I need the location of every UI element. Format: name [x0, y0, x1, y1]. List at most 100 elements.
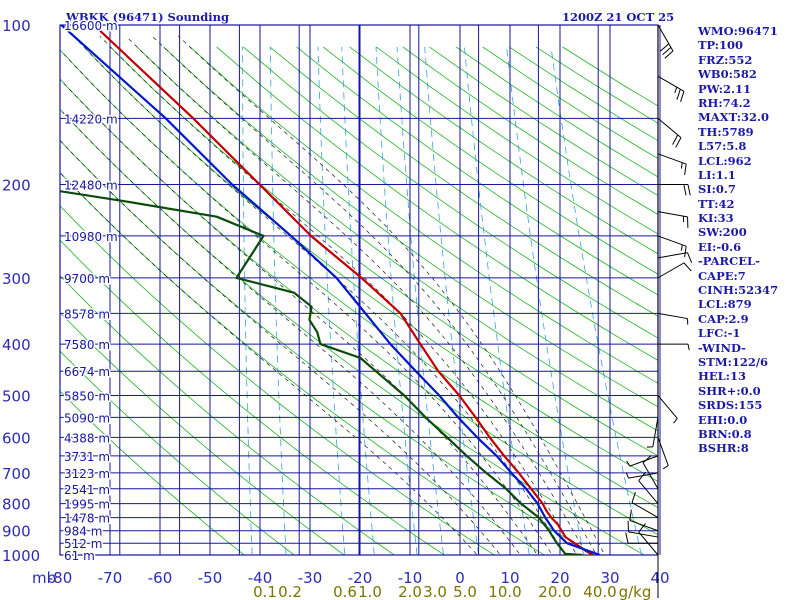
- wind-barb-flag: [626, 460, 631, 467]
- index-entry: LCL:879: [698, 297, 752, 312]
- index-entry: TP:100: [698, 38, 744, 53]
- dry-adiabat: [60, 239, 445, 555]
- wind-barb-flag: [684, 163, 687, 176]
- temperature-tick-label: -40: [248, 569, 273, 587]
- wind-barb-staff: [652, 417, 659, 448]
- wind-barbs: [625, 24, 693, 598]
- station-title: WBKK (96471) Sounding: [66, 10, 230, 24]
- wind-barb-staff: [657, 262, 685, 279]
- wind-barb-flag: [625, 532, 629, 544]
- moist-adiabat: [151, 35, 597, 555]
- mixing-ratio-label: 1.0: [358, 583, 382, 600]
- wind-barb-flag: [662, 46, 672, 56]
- height-label: 984 m: [64, 525, 102, 539]
- wind-barb-flag: [687, 184, 691, 196]
- dry-adiabat: [243, 46, 658, 339]
- temperature-tick-label: -50: [198, 569, 223, 587]
- mixing-ratio-line: [375, 46, 418, 555]
- mixing-ratio-line: [242, 46, 253, 555]
- wind-barb-staff: [657, 437, 669, 466]
- height-label: 10980 m: [64, 230, 118, 244]
- temperature-tick-label: -10: [398, 569, 423, 587]
- mixing-ratio-line: [341, 46, 375, 555]
- height-label: 9700 m: [64, 272, 110, 286]
- temperature-tick-label: -20: [348, 569, 373, 587]
- mixing-ratio-label: 20.0: [538, 583, 571, 600]
- mixing-ratio-label: 10.0: [488, 583, 521, 600]
- index-entry: L57:5.8: [698, 139, 747, 154]
- mixing-ratio-label: 5.0: [453, 583, 477, 600]
- wind-barb-flag: [664, 50, 674, 59]
- temperature-tick-label: 10: [500, 569, 519, 587]
- index-entry: LI:1.1: [698, 167, 736, 182]
- moist-adiabat: [99, 35, 578, 555]
- wind-barb-flag: [638, 471, 646, 481]
- wind-barb-staff: [657, 312, 688, 320]
- height-label: 61 m: [64, 549, 95, 563]
- index-entry: SW:200: [698, 225, 747, 240]
- moist-adiabat: [178, 35, 606, 555]
- dry-adiabat: [60, 108, 646, 555]
- temperature-tick-label: 0: [455, 569, 465, 587]
- mixing-ratio-line: [424, 46, 480, 555]
- mixing-ratio-line: [396, 46, 445, 555]
- index-entry: SHR+:0.0: [698, 383, 761, 398]
- dry-adiabat: [349, 46, 658, 255]
- mixing-ratio-label: 3.0: [423, 583, 447, 600]
- wind-barb-flag: [687, 343, 690, 351]
- index-entry: KI:33: [698, 211, 734, 226]
- dry-adiabat: [296, 46, 658, 296]
- moist-adiabat: [125, 35, 588, 555]
- wind-barb-staff: [657, 211, 688, 218]
- mixing-ratio-label: 0.2: [278, 583, 302, 600]
- wind-barb-flag: [675, 137, 682, 148]
- pressure-tick-label: 700: [2, 465, 31, 483]
- wind-barb-staff: [638, 480, 659, 504]
- index-entry: SRDS:155: [698, 398, 763, 413]
- dry-adiabat: [60, 139, 595, 555]
- wind-barb-flag: [625, 472, 629, 479]
- temperature-tick-label: -70: [98, 569, 123, 587]
- mixing-ratio-label: 0.1: [253, 583, 277, 600]
- sounding-profiles: [60, 25, 601, 555]
- pressure-tick-label: 900: [2, 523, 31, 541]
- moist-adiabat: [73, 35, 566, 555]
- height-label: 7580 m: [64, 338, 110, 352]
- index-entry: -WIND-: [698, 340, 746, 355]
- dry-adiabats: [60, 46, 658, 555]
- index-entry: TT:42: [698, 196, 735, 211]
- pressure-tick-label: 100: [2, 17, 31, 35]
- pressure-tick-label: 300: [2, 270, 31, 288]
- mixing-ratio-line: [269, 46, 287, 555]
- wind-barb-staff: [657, 252, 688, 259]
- index-entry: LCL:962: [698, 153, 752, 168]
- mixing-ratio-line: [317, 46, 346, 555]
- height-label: 5090 m: [64, 411, 110, 425]
- x-unit-label: mb: [32, 569, 56, 587]
- wind-barb-staff: [657, 117, 682, 138]
- temperature-tick-label: -30: [298, 569, 323, 587]
- height-label: 4388 m: [64, 431, 110, 445]
- wind-barb-flag: [662, 465, 669, 470]
- temperature-tick-label: 20: [550, 569, 569, 587]
- wind-barb-staff: [631, 502, 659, 519]
- mixing-ratio-lines: [242, 46, 642, 555]
- wind-barb-staff: [657, 153, 687, 165]
- wind-barb-staff: [638, 531, 659, 556]
- height-label: 512 m: [64, 537, 102, 551]
- wind-barb-staff: [657, 75, 685, 92]
- index-entry: CAPE:7: [698, 268, 746, 283]
- mixing-ratio-label: g/kg: [619, 583, 652, 600]
- height-label: 14220 m: [64, 112, 118, 126]
- index-entry: WMO:96471: [698, 24, 778, 38]
- wind-barb-flag: [687, 252, 693, 264]
- indices-panel: WMO:96471 TP:100 FRZ:552 WB0:582 PW:2.11 RH:7…: [698, 24, 798, 456]
- dry-adiabat: [60, 312, 345, 555]
- index-entry: BRN:0.8: [698, 426, 752, 441]
- temperature-tick-label: 40: [650, 569, 669, 587]
- index-entry: HEL:13: [698, 369, 746, 384]
- temperature-tick-label: -80: [48, 569, 73, 587]
- wind-barb-flag: [684, 246, 687, 258]
- wind-barb-staff: [642, 462, 659, 490]
